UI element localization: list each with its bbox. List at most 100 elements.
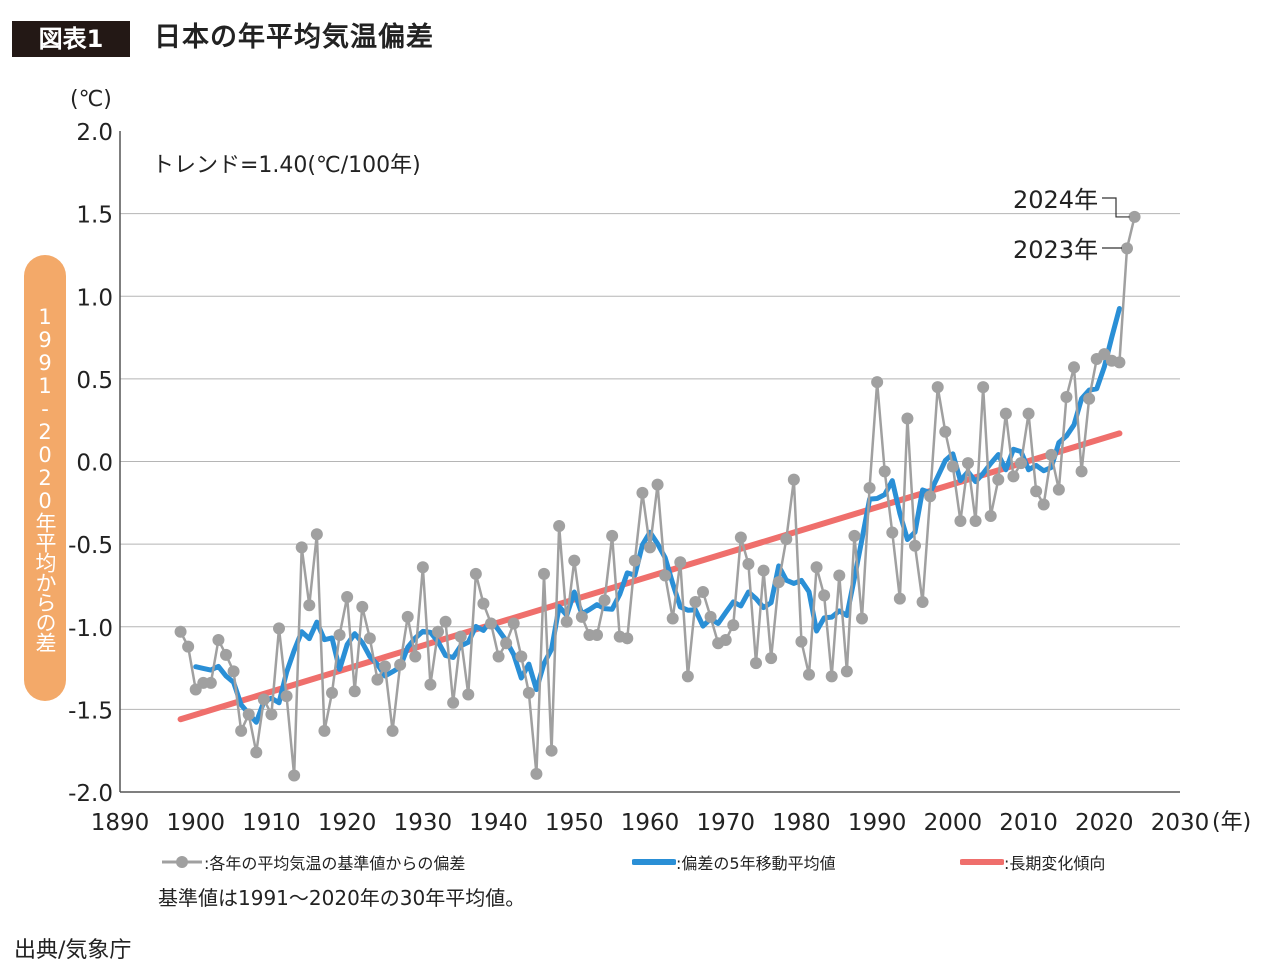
annual-data-point (462, 688, 475, 701)
annual-data-point (379, 660, 391, 673)
x-tick-label: 1920 (318, 810, 377, 836)
annual-data-point (984, 510, 997, 523)
y-tick-label: 2.0 (76, 120, 113, 146)
annual-data-point (810, 561, 823, 574)
legend-label-moving-average: :偏差の5年移動平均値 (676, 854, 836, 873)
x-tick-label: 1990 (848, 810, 907, 836)
annual-data-point (878, 465, 891, 478)
annual-data-point (560, 615, 573, 628)
annual-data-point (606, 529, 619, 542)
x-tick-label: 1890 (91, 810, 150, 836)
annual-data-point (401, 610, 414, 623)
annual-data-point (530, 767, 543, 780)
y-tick-label: -2.0 (68, 781, 113, 807)
annual-data-point (598, 594, 611, 607)
annual-data-point (235, 724, 248, 737)
annual-data-point (424, 678, 437, 691)
annual-data-point (295, 541, 308, 554)
annual-data-point (1113, 356, 1126, 369)
annual-data-point (568, 554, 581, 567)
annual-data-point (886, 526, 899, 539)
annual-data-point (833, 569, 846, 582)
annual-data-point (1007, 470, 1020, 483)
moving-average-line (193, 305, 1122, 725)
annual-data-point (288, 769, 301, 782)
annual-data-point (1083, 392, 1096, 405)
annual-data-point (992, 473, 1005, 486)
annual-data-point (901, 412, 914, 425)
annual-data-point (477, 597, 490, 610)
annual-data-point (265, 708, 278, 721)
y-tick-label: 0.0 (76, 451, 113, 477)
annual-data-point (1128, 210, 1141, 223)
annotation-label-2024: 2024年 (1013, 186, 1098, 214)
x-tick-label: 2000 (924, 810, 983, 836)
annual-data-point (750, 657, 762, 670)
annual-data-point (825, 670, 838, 683)
y-tick-label: 1.0 (76, 285, 113, 311)
annual-data-point (500, 637, 513, 650)
annual-data-point (628, 554, 641, 567)
annual-data-point (734, 531, 747, 544)
annual-data-point (742, 557, 755, 570)
annual-data-point (909, 539, 921, 552)
annual-data-point (356, 600, 369, 613)
source-credit: 出典/気象庁 (14, 938, 132, 963)
y-tick-label: -1.0 (68, 616, 113, 642)
baseline-note: 基準値は1991〜2020年の30年平均値。 (158, 886, 526, 910)
annual-data-point (386, 724, 399, 737)
y-tick-label: 1.5 (76, 203, 113, 229)
annual-data-point (689, 595, 702, 608)
x-tick-label: 2020 (1075, 810, 1134, 836)
annual-data-point (772, 576, 785, 589)
annual-data-point (946, 460, 959, 473)
annual-data-point (999, 407, 1012, 420)
annual-data-point (924, 490, 937, 503)
annual-data-point (954, 514, 967, 527)
annual-data-point (697, 586, 709, 599)
annual-data-point (818, 589, 831, 602)
y-tick-label: 0.5 (76, 368, 113, 394)
annual-data-point (280, 690, 293, 703)
annual-data-point (257, 693, 270, 706)
annual-data-point (439, 615, 452, 628)
annual-data-point (719, 633, 732, 646)
legend-label-trend: :長期変化傾向 (1004, 854, 1106, 873)
annual-data-point (704, 610, 717, 623)
annotation-leader-2024 (1102, 197, 1130, 218)
annual-data-point (575, 610, 588, 623)
annual-data-point (931, 381, 944, 394)
annual-data-point (893, 592, 906, 605)
annotation-label-2023: 2023年 (1013, 236, 1098, 264)
x-tick-label: 1940 (469, 810, 528, 836)
x-tick-label: 1950 (545, 810, 604, 836)
annual-data-point (1068, 361, 1080, 374)
annual-data-point (1075, 465, 1088, 478)
x-tick-label: 1930 (394, 810, 453, 836)
annual-data-point (507, 617, 520, 630)
annual-data-point (333, 629, 346, 642)
annual-data-point (871, 376, 884, 389)
annual-data-point (1030, 485, 1043, 498)
annual-data-point (666, 612, 679, 625)
annual-data-point (242, 708, 255, 721)
annual-data-point (545, 744, 558, 757)
annual-data-point (1121, 242, 1133, 255)
annual-data-point (485, 617, 497, 630)
x-tick-label: 1970 (696, 810, 755, 836)
annual-data-point (757, 564, 770, 577)
annual-data-point (674, 556, 687, 569)
annual-data-point (659, 569, 672, 582)
y-axis-unit: (℃) (70, 87, 112, 112)
annual-data-point (469, 567, 482, 580)
annual-data-point (363, 632, 376, 645)
x-tick-label: 1980 (772, 810, 831, 836)
annual-data-point (182, 640, 195, 653)
annual-data-point (515, 650, 528, 663)
annual-data-point (765, 652, 778, 665)
annual-data-point (1060, 391, 1073, 404)
annual-data-point (220, 648, 232, 661)
annual-data-point (522, 686, 535, 699)
annual-data-point (939, 425, 952, 438)
chart-title: 日本の年平均気温偏差 (154, 22, 434, 53)
